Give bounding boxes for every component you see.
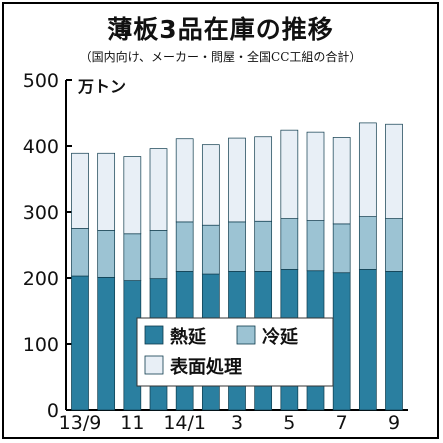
bar-segment-cold-rolled xyxy=(254,220,273,272)
bar-segment-hot-rolled xyxy=(332,272,351,411)
bar-segment-coated xyxy=(254,136,273,222)
y-tick-label: 0 xyxy=(47,400,59,422)
legend-box xyxy=(136,317,334,387)
y-tick-label: 400 xyxy=(23,136,59,158)
bar-segment-cold-rolled xyxy=(175,221,194,272)
y-unit-label: 万トン xyxy=(77,77,126,96)
bar-segment-coated xyxy=(228,137,246,223)
bar-segment-cold-rolled xyxy=(385,218,403,272)
x-tick-label: 5 xyxy=(283,412,295,434)
bar-segment-cold-rolled xyxy=(149,230,168,280)
y-tick-label: 200 xyxy=(23,268,59,290)
bar-segment-hot-rolled xyxy=(358,269,377,411)
bar-segment-coated xyxy=(332,137,351,225)
bar-segment-cold-rolled xyxy=(280,218,299,270)
x-tick-label: 14/1 xyxy=(163,412,206,434)
bar-segment-coated xyxy=(149,148,168,231)
legend-swatch xyxy=(144,325,164,345)
legend-label: 熱延 xyxy=(170,326,207,348)
bar-segment-hot-rolled xyxy=(385,271,403,411)
legend-swatch xyxy=(236,325,256,345)
legend-swatch xyxy=(144,355,164,375)
y-tick-label: 100 xyxy=(23,334,59,356)
bar-segment-cold-rolled xyxy=(97,230,116,278)
bar-segment-coated xyxy=(385,123,403,219)
y-tick-label: 300 xyxy=(23,202,59,224)
x-tick-label: 9 xyxy=(388,412,400,434)
bar-segment-coated xyxy=(201,144,220,226)
bar-segment-coated xyxy=(280,129,299,219)
bar-segment-cold-rolled xyxy=(358,216,377,270)
bar-segment-coated xyxy=(175,138,194,223)
legend-label: 冷延 xyxy=(262,326,299,348)
bar-segment-cold-rolled xyxy=(71,228,89,277)
legend-label: 表面処理 xyxy=(170,356,242,378)
bar-segment-cold-rolled xyxy=(332,223,351,274)
chart-title: 薄板3品在庫の推移 xyxy=(107,15,334,44)
x-tick-label: 13/9 xyxy=(59,412,102,434)
x-tick-label: 7 xyxy=(336,412,348,434)
bar-segment-cold-rolled xyxy=(228,221,246,272)
bar-segment-hot-rolled xyxy=(71,275,89,411)
bar-segment-coated xyxy=(71,152,89,229)
bar-segment-coated xyxy=(306,131,325,221)
y-tick-label: 500 xyxy=(23,70,59,92)
bar-segment-coated xyxy=(97,152,116,231)
bar-segment-cold-rolled xyxy=(306,220,325,272)
x-tick-label: 11 xyxy=(120,412,144,434)
bar-segment-coated xyxy=(123,156,142,235)
x-tick-label: 3 xyxy=(231,412,243,434)
chart-subtitle: （国内向け、メーカー・問屋・全国CC工組の合計） xyxy=(79,50,362,64)
bar-segment-coated xyxy=(358,122,377,217)
bar-segment-cold-rolled xyxy=(123,233,142,281)
bar-segment-cold-rolled xyxy=(201,224,220,275)
bar-segment-hot-rolled xyxy=(97,276,116,411)
